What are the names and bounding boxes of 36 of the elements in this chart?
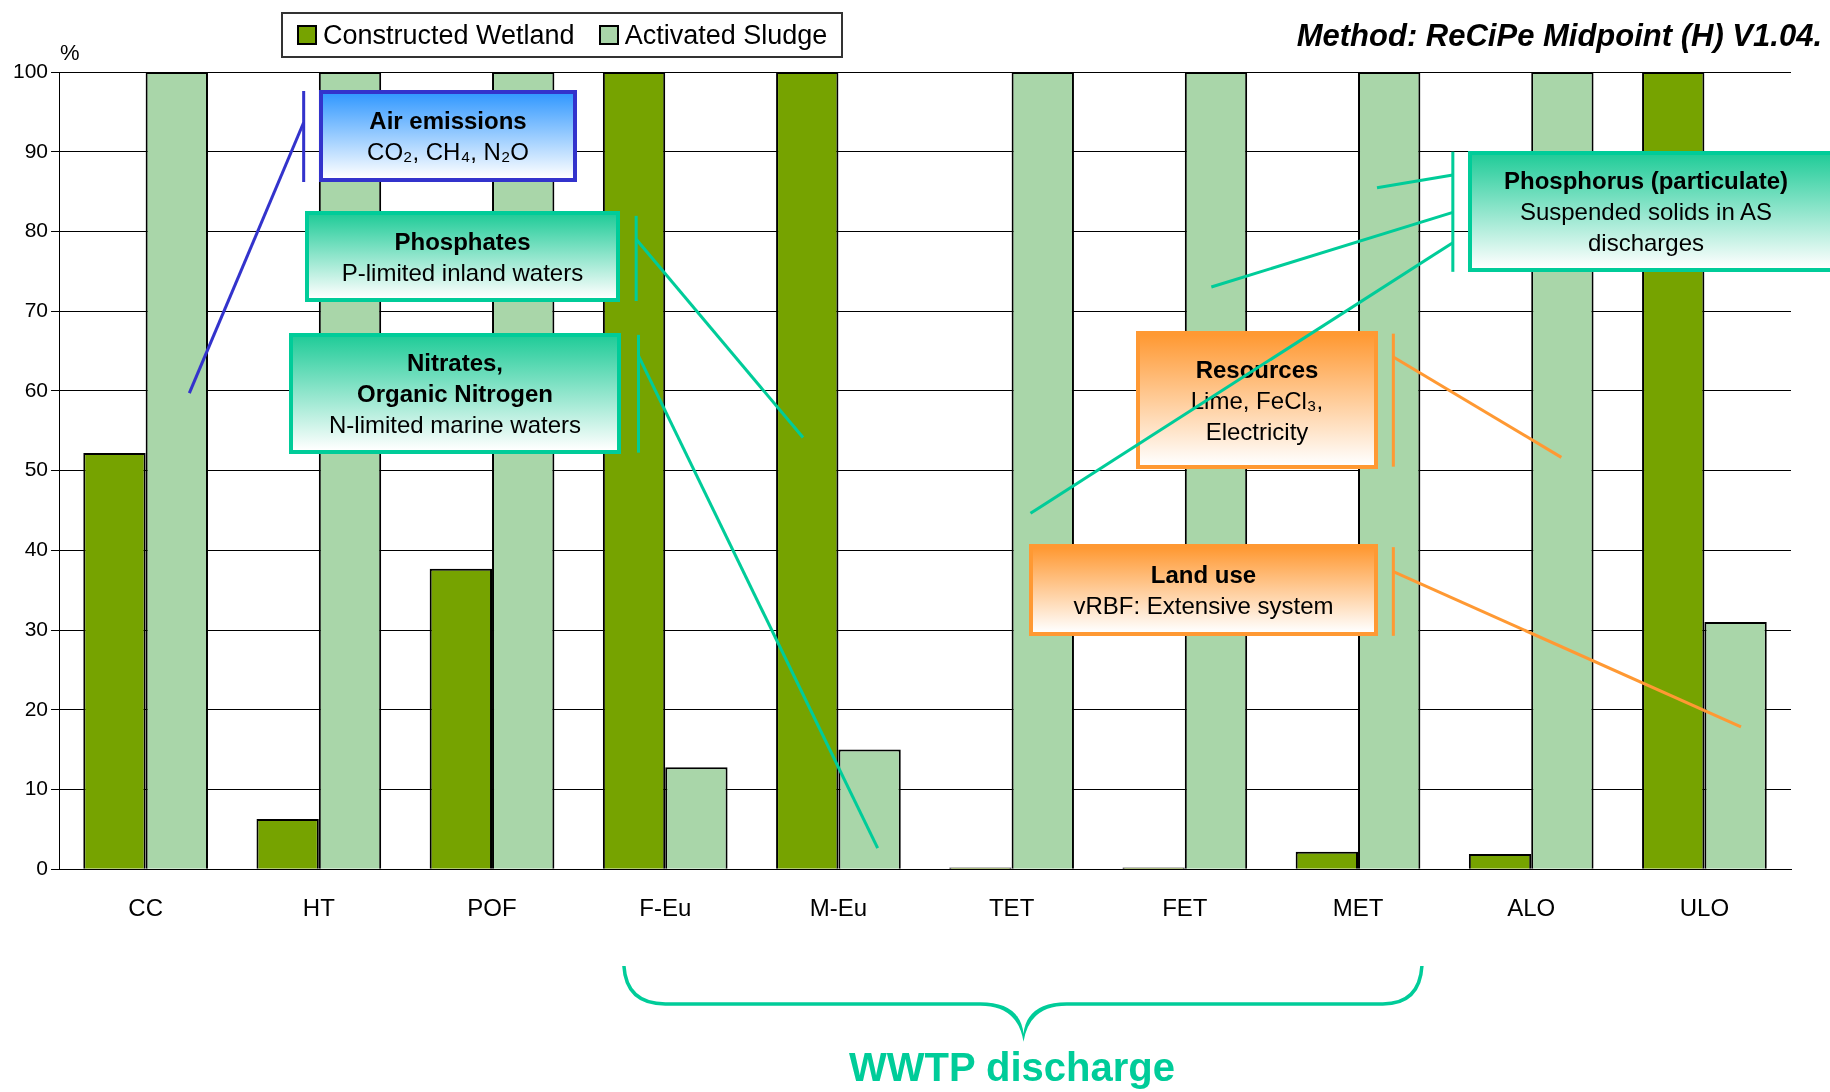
y-tick-label: 0 bbox=[36, 856, 49, 879]
callout-box: Phosphorus (particulate) Suspended solids in AS discharges bbox=[1468, 151, 1830, 272]
annotation: Land use vRBF: Extensive system bbox=[1072, 560, 1335, 621]
x-tick-label: POF bbox=[467, 894, 517, 922]
annotation: Phosphorus (particulate) Suspended solids in AS discharges bbox=[1503, 166, 1789, 258]
y-tick-label: 90 bbox=[24, 138, 49, 162]
y-tick-label: 60 bbox=[24, 377, 49, 401]
callout-box: Phosphates P-limited inland waters bbox=[305, 211, 620, 302]
x-tick-label: FET bbox=[1162, 894, 1208, 922]
x-tick-label: TET bbox=[988, 894, 1035, 922]
x-tick-label: CC bbox=[128, 894, 163, 922]
callout-box: Nitrates, Organic Nitrogen N-limited marine waters bbox=[289, 333, 621, 454]
callout-box: Land use vRBF: Extensive system bbox=[1029, 544, 1378, 636]
y-tick-label: 70 bbox=[24, 297, 49, 321]
y-tick-label: 100 bbox=[12, 58, 49, 82]
x-tick-label: ALO bbox=[1507, 894, 1556, 922]
annotation: Nitrates, Organic Nitrogen N-limited marine waters bbox=[327, 348, 583, 440]
legend-label: Activated Sludge bbox=[623, 19, 828, 51]
y-tick-label: 10 bbox=[24, 776, 49, 800]
annotation: Phosphates P-limited inland waters bbox=[340, 226, 585, 288]
x-tick-label: M-Eu bbox=[809, 894, 868, 922]
x-tick-label: F-Eu bbox=[639, 894, 692, 922]
callout-box: Air emissions CO₂, CH₄, N₂O bbox=[319, 90, 577, 182]
y-tick-label: 80 bbox=[24, 218, 49, 242]
text: WWTP discharge bbox=[849, 1045, 1175, 1090]
y-tick-label: 40 bbox=[24, 537, 49, 561]
chart-title: Method: ReCiPe Midpoint (H) V1.04. bbox=[1296, 18, 1822, 54]
annotation: Air emissions CO₂, CH₄, N₂O bbox=[366, 106, 530, 167]
y-tick-label: 50 bbox=[24, 457, 49, 481]
x-tick-label: MET bbox=[1332, 894, 1384, 922]
y-axis-title: % bbox=[60, 40, 80, 66]
x-tick-label: HT bbox=[302, 894, 336, 922]
x-tick-label: ULO bbox=[1679, 894, 1730, 922]
y-tick-label: 20 bbox=[24, 696, 49, 720]
legend-label: Constructed Wetland bbox=[322, 19, 575, 51]
y-tick-label: 30 bbox=[24, 616, 49, 640]
